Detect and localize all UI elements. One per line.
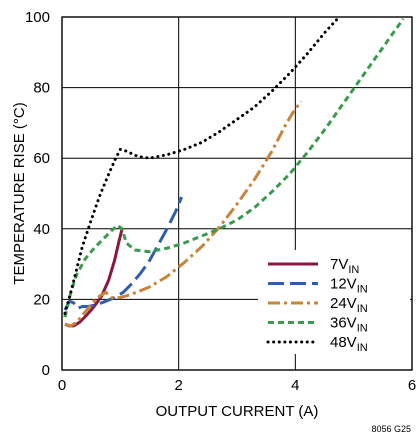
legend-label: 48VIN [330, 334, 368, 354]
legend-label: 24VIN [330, 295, 368, 315]
y-axis-title: TEMPERATURE RISE (°C) [11, 102, 28, 284]
legend-label: 36VIN [330, 315, 368, 335]
footnote: 8056 G25 [371, 424, 411, 434]
y-tick-labels: 0 20 40 60 80 100 [25, 9, 50, 379]
y-tick-label: 20 [33, 291, 50, 308]
x-tick-label: 4 [291, 377, 299, 394]
x-axis-title: OUTPUT CURRENT (A) [156, 403, 319, 420]
y-tick-label: 80 [33, 80, 50, 97]
legend-label: 12VIN [330, 276, 368, 296]
x-tick-labels: 0 2 4 6 [58, 377, 416, 394]
y-tick-label: 60 [33, 150, 50, 167]
y-tick-label: 40 [33, 221, 50, 238]
y-tick-label: 0 [42, 362, 50, 379]
series-line-0 [64, 228, 124, 328]
series-line-2 [64, 100, 303, 328]
series-line-1 [63, 196, 183, 311]
y-tick-label: 100 [25, 9, 50, 26]
series-line-3 [63, 17, 405, 318]
plot-frame [61, 16, 413, 371]
series-layer [63, 15, 405, 328]
legend-background [258, 250, 410, 354]
legend-label: 7VIN [330, 256, 359, 276]
x-tick-label: 0 [58, 377, 66, 394]
x-tick-label: 2 [174, 377, 182, 394]
x-tick-label: 6 [408, 377, 416, 394]
